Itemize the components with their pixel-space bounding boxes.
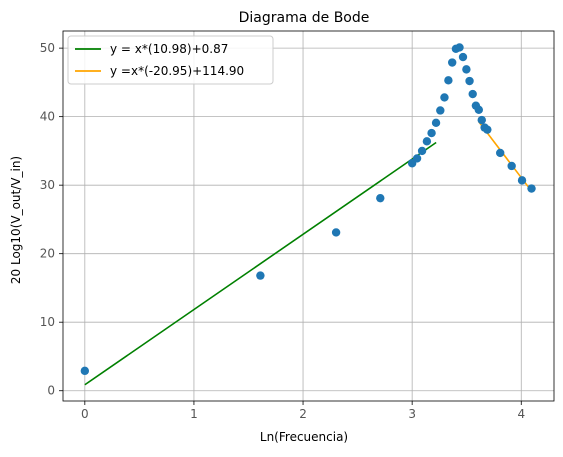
plot-frame [62,30,555,402]
legend-label-2: y =x*(-20.95)+114.90 [110,64,244,78]
y-tick-label: 20 [40,247,55,261]
data-point [412,154,422,163]
grid [63,31,554,401]
y-tick-label: 40 [40,110,55,124]
data-point [507,161,516,171]
y-tick-label: 0 [47,384,55,398]
data-point [440,93,449,102]
data-point [444,76,453,85]
x-tick-label: 4 [517,407,525,421]
data-point [376,193,385,203]
data-point [331,228,341,237]
data-point [256,271,265,280]
data-point [517,176,527,185]
y-tick-label: 30 [40,178,55,192]
chart-title: Diagrama de Bode [239,10,370,26]
data-point [422,137,432,146]
y-axis-label: 20 Log10(V_out/V_in) [9,156,23,284]
data-point [427,128,436,138]
data-point [474,105,484,114]
x-tick-label: 1 [190,407,198,421]
legend: y = x*(10.98)+0.87 y =x*(-20.95)+114.90 [67,35,274,85]
data-point [447,58,457,67]
data-point [458,52,468,62]
data-point [431,118,441,128]
x-tick-label: 3 [408,407,416,421]
fit-lines [84,121,532,386]
y-tick-label: 10 [40,315,55,329]
data-point [465,76,474,86]
data-point [455,43,464,52]
x-tick-label: 2 [299,407,307,421]
data-point [477,115,486,125]
data-point [462,65,471,74]
data-point [468,89,477,99]
data-point [417,146,427,156]
data-point [527,184,536,193]
y-tick-label: 50 [40,41,55,55]
data-point [80,366,90,376]
data-point [496,148,505,158]
data-points [80,43,536,376]
x-axis-label: Ln(Frecuencia) [260,430,348,444]
data-point [483,125,492,134]
legend-box [67,35,274,85]
fit-line-1 [84,141,437,386]
x-tick-label: 0 [81,407,89,421]
data-point [436,106,445,115]
legend-label-1: y = x*(10.98)+0.87 [110,42,228,56]
